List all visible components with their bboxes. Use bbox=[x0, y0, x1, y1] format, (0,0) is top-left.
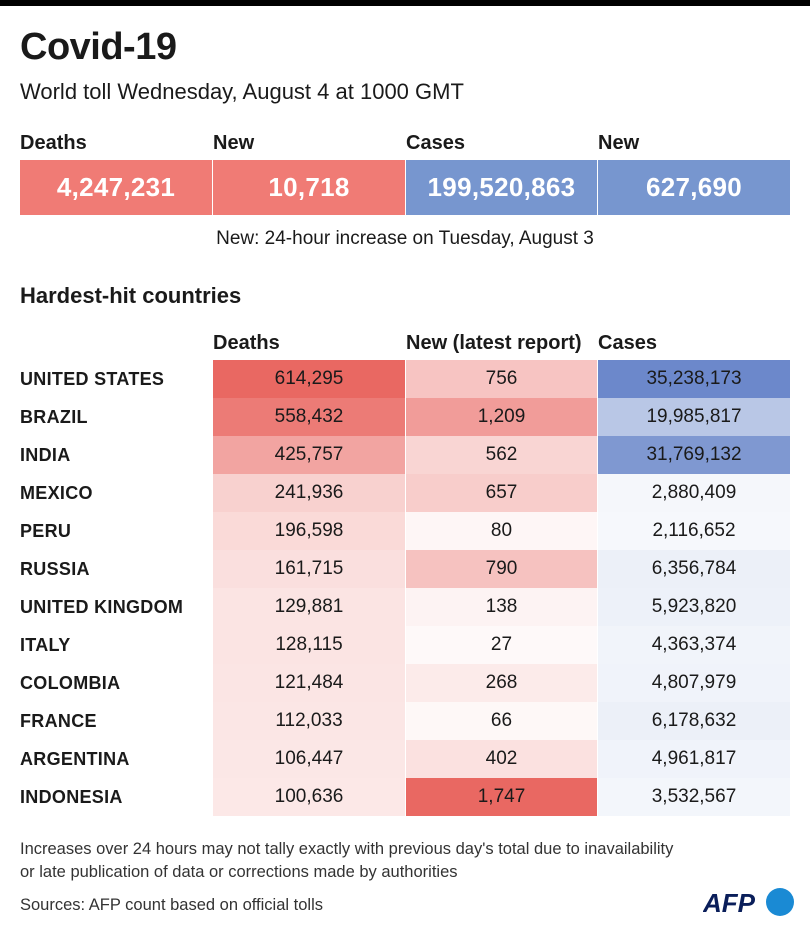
world-new-cases-value: 627,690 bbox=[598, 160, 790, 215]
world-deaths-value: 4,247,231 bbox=[20, 160, 212, 215]
cases-cell: 5,923,820 bbox=[598, 588, 790, 626]
afp-logo-circle bbox=[766, 888, 794, 916]
table-row: INDIA 425,757 562 31,769,132 bbox=[0, 436, 810, 474]
cases-cell: 4,363,374 bbox=[598, 626, 790, 664]
new-cell: 66 bbox=[406, 702, 597, 740]
deaths-cell: 425,757 bbox=[213, 436, 405, 474]
world-new-cases-label: New bbox=[598, 132, 640, 154]
new-cell: 27 bbox=[406, 626, 597, 664]
sources-note: Sources: AFP count based on official tol… bbox=[20, 896, 323, 914]
world-cases-value: 199,520,863 bbox=[406, 160, 597, 215]
table-row: COLOMBIA 121,484 268 4,807,979 bbox=[0, 664, 810, 702]
new-cell: 138 bbox=[406, 588, 597, 626]
table-row: RUSSIA 161,715 790 6,356,784 bbox=[0, 550, 810, 588]
table-row: MEXICO 241,936 657 2,880,409 bbox=[0, 474, 810, 512]
country-name: BRAZIL bbox=[20, 407, 88, 427]
cases-cell: 6,356,784 bbox=[598, 550, 790, 588]
deaths-cell: 106,447 bbox=[213, 740, 405, 778]
table-row: PERU 196,598 80 2,116,652 bbox=[0, 512, 810, 550]
country-name: MEXICO bbox=[20, 483, 93, 503]
new-cell: 756 bbox=[406, 360, 597, 398]
table-row: ARGENTINA 106,447 402 4,961,817 bbox=[0, 740, 810, 778]
country-name: UNITED STATES bbox=[20, 369, 165, 389]
col-header-deaths: Deaths bbox=[213, 332, 280, 354]
table-row: INDONESIA 100,636 1,747 3,532,567 bbox=[0, 778, 810, 816]
country-name: UNITED KINGDOM bbox=[20, 597, 184, 617]
world-new-deaths-label: New bbox=[213, 132, 255, 154]
afp-logo-text: AFP bbox=[703, 888, 756, 918]
cases-cell: 4,807,979 bbox=[598, 664, 790, 702]
world-new-deaths-value: 10,718 bbox=[213, 160, 405, 215]
deaths-cell: 196,598 bbox=[213, 512, 405, 550]
country-name: FRANCE bbox=[20, 711, 97, 731]
cases-cell: 4,961,817 bbox=[598, 740, 790, 778]
table-row: FRANCE 112,033 66 6,178,632 bbox=[0, 702, 810, 740]
new-cell: 1,747 bbox=[406, 778, 597, 816]
table-row: UNITED STATES 614,295 756 35,238,173 bbox=[0, 360, 810, 398]
country-name: ITALY bbox=[20, 635, 71, 655]
cases-cell: 2,116,652 bbox=[598, 512, 790, 550]
deaths-cell: 128,115 bbox=[213, 626, 405, 664]
deaths-cell: 614,295 bbox=[213, 360, 405, 398]
new-cell: 402 bbox=[406, 740, 597, 778]
world-deaths-label: Deaths bbox=[20, 132, 87, 154]
new-cell: 562 bbox=[406, 436, 597, 474]
cases-cell: 2,880,409 bbox=[598, 474, 790, 512]
deaths-cell: 558,432 bbox=[213, 398, 405, 436]
page-subtitle: World toll Wednesday, August 4 at 1000 G… bbox=[20, 79, 464, 104]
afp-logo: AFP bbox=[703, 888, 794, 918]
cases-cell: 3,532,567 bbox=[598, 778, 790, 816]
table-row: ITALY 128,115 27 4,363,374 bbox=[0, 626, 810, 664]
cases-cell: 6,178,632 bbox=[598, 702, 790, 740]
country-name: RUSSIA bbox=[20, 559, 90, 579]
col-header-new: New (latest report) bbox=[406, 332, 582, 354]
deaths-cell: 161,715 bbox=[213, 550, 405, 588]
footnote-line: or late publication of data or correctio… bbox=[20, 863, 458, 881]
deaths-cell: 121,484 bbox=[213, 664, 405, 702]
new-cell: 1,209 bbox=[406, 398, 597, 436]
country-name: INDONESIA bbox=[20, 787, 123, 807]
new-cell: 268 bbox=[406, 664, 597, 702]
cases-cell: 35,238,173 bbox=[598, 360, 790, 398]
deaths-cell: 241,936 bbox=[213, 474, 405, 512]
new-cell: 80 bbox=[406, 512, 597, 550]
country-name: ARGENTINA bbox=[20, 749, 130, 769]
deaths-cell: 112,033 bbox=[213, 702, 405, 740]
new-cell: 790 bbox=[406, 550, 597, 588]
country-name: COLOMBIA bbox=[20, 673, 121, 693]
table-row: BRAZIL 558,432 1,209 19,985,817 bbox=[0, 398, 810, 436]
deaths-cell: 100,636 bbox=[213, 778, 405, 816]
country-name: PERU bbox=[20, 521, 72, 541]
top-rule bbox=[0, 0, 810, 6]
footnote: Increases over 24 hours may not tally ex… bbox=[20, 838, 673, 884]
deaths-cell: 129,881 bbox=[213, 588, 405, 626]
cases-cell: 19,985,817 bbox=[598, 398, 790, 436]
table-row: UNITED KINGDOM 129,881 138 5,923,820 bbox=[0, 588, 810, 626]
cases-cell: 31,769,132 bbox=[598, 436, 790, 474]
col-header-cases: Cases bbox=[598, 332, 657, 354]
new-cell: 657 bbox=[406, 474, 597, 512]
page-title: Covid-19 bbox=[20, 26, 177, 68]
country-name: INDIA bbox=[20, 445, 71, 465]
table-title: Hardest-hit countries bbox=[20, 283, 242, 308]
new-definition-note: New: 24-hour increase on Tuesday, August… bbox=[216, 228, 594, 249]
footnote-line: Increases over 24 hours may not tally ex… bbox=[20, 840, 674, 858]
world-cases-label: Cases bbox=[406, 132, 465, 154]
